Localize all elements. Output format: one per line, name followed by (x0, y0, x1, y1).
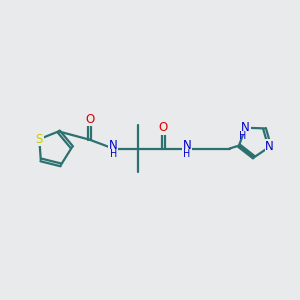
Text: O: O (159, 122, 168, 134)
Text: N: N (182, 139, 191, 152)
Text: S: S (36, 133, 43, 146)
Text: N: N (109, 139, 118, 152)
Text: H: H (110, 149, 117, 159)
Text: N: N (266, 140, 274, 153)
Text: N: N (241, 121, 250, 134)
Text: H: H (183, 149, 190, 159)
Text: H: H (239, 131, 246, 141)
Text: O: O (85, 112, 94, 126)
